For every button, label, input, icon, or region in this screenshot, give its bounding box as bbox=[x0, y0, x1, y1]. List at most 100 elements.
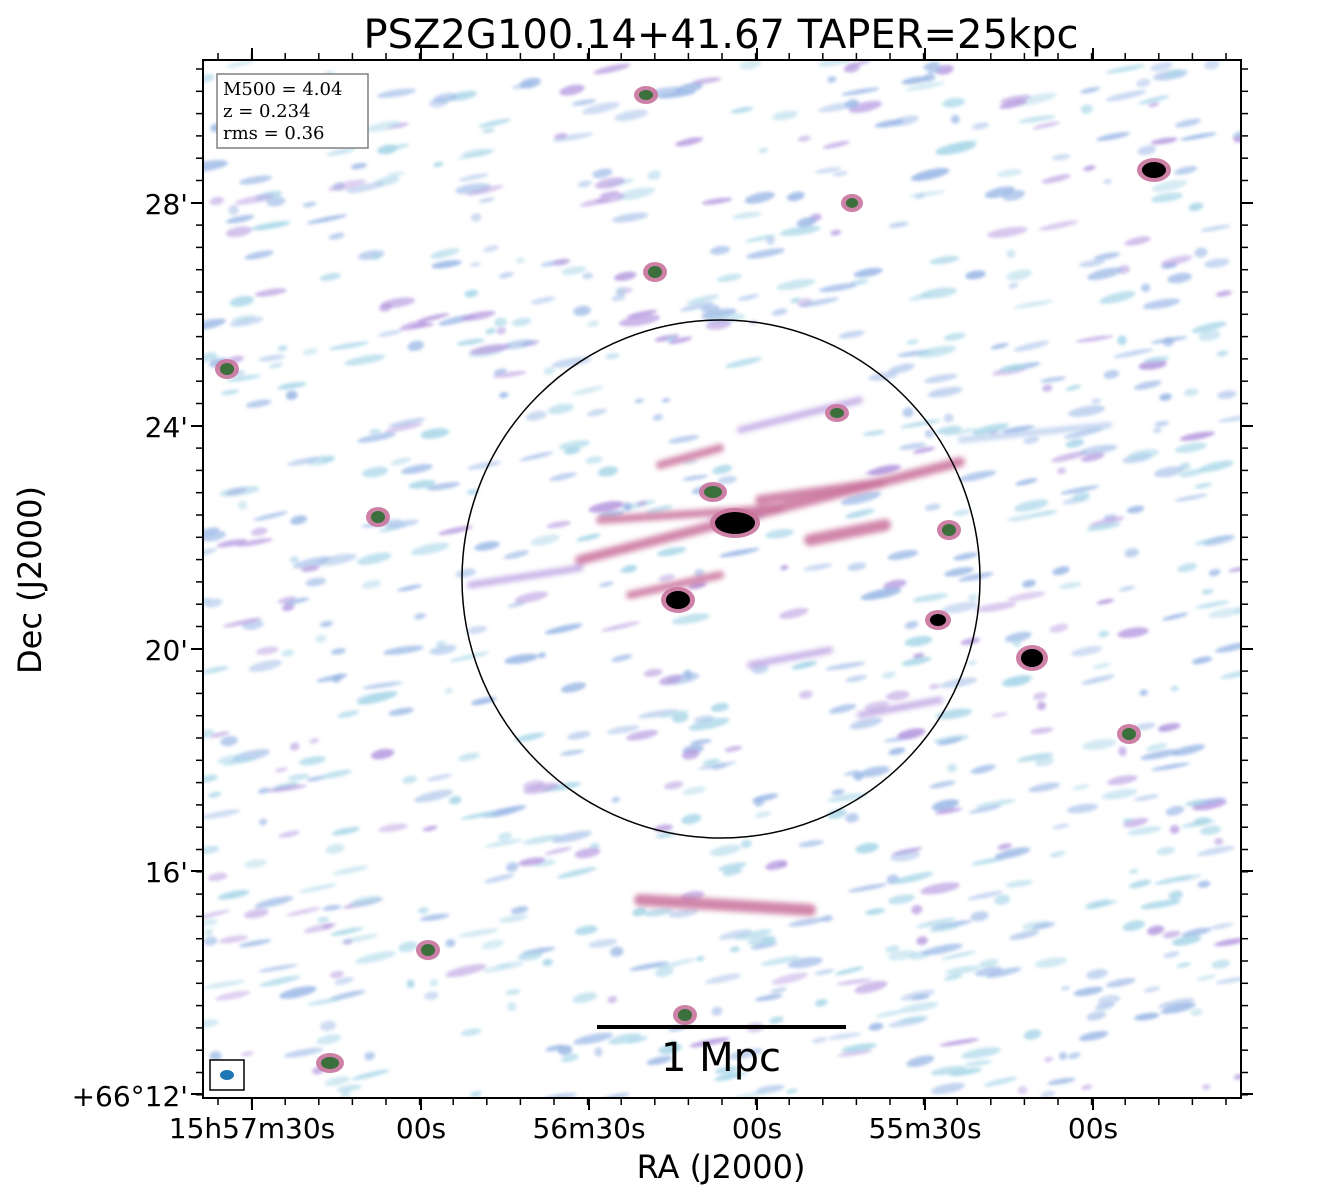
noise-streak bbox=[241, 1051, 254, 1057]
source-core bbox=[371, 511, 385, 523]
noise-streak bbox=[586, 408, 607, 417]
noise-streak bbox=[888, 363, 915, 374]
source-core bbox=[1142, 162, 1166, 178]
noise-streak bbox=[574, 847, 601, 859]
noise-streak bbox=[357, 432, 396, 443]
noise-streak bbox=[845, 60, 871, 68]
noise-streak bbox=[516, 257, 525, 264]
noise-streak bbox=[1159, 393, 1172, 401]
noise-streak bbox=[429, 978, 439, 987]
noise-streak bbox=[864, 908, 886, 915]
noise-streak bbox=[710, 703, 729, 712]
noise-streak bbox=[899, 1015, 929, 1023]
noise-streak bbox=[1151, 179, 1188, 192]
noise-streak bbox=[482, 128, 495, 133]
noise-streak bbox=[1184, 799, 1206, 807]
noise-streak bbox=[1233, 1073, 1241, 1080]
noise-streak bbox=[968, 805, 1002, 814]
noise-streak bbox=[817, 60, 858, 67]
noise-streak bbox=[1180, 819, 1216, 828]
noise-streak bbox=[730, 946, 740, 953]
noise-streak bbox=[900, 989, 935, 1001]
noise-streak bbox=[1143, 356, 1170, 363]
noise-streak bbox=[1211, 959, 1230, 969]
noise-streak bbox=[744, 191, 775, 204]
noise-streak bbox=[737, 294, 760, 301]
noise-streak bbox=[787, 957, 823, 969]
noise-streak bbox=[208, 791, 222, 798]
noise-streak bbox=[380, 297, 416, 308]
noise-streak bbox=[909, 190, 946, 198]
noise-streak bbox=[1220, 669, 1241, 679]
noise-streak bbox=[543, 367, 555, 375]
noise-streak bbox=[226, 374, 261, 382]
noise-streak bbox=[607, 995, 618, 1004]
noise-streak bbox=[656, 958, 696, 970]
noise-streak bbox=[306, 214, 348, 224]
noise-streak bbox=[1058, 581, 1082, 590]
noise-streak bbox=[1013, 299, 1055, 309]
noise-streak bbox=[906, 339, 919, 345]
noise-streak bbox=[445, 964, 487, 978]
noise-streak bbox=[845, 812, 859, 823]
noise-streak bbox=[1176, 962, 1191, 968]
noise-streak bbox=[689, 1037, 730, 1048]
noise-streak bbox=[1174, 493, 1209, 502]
y-tick-label: 28' bbox=[145, 188, 188, 221]
noise-streak bbox=[659, 710, 690, 719]
noise-streak bbox=[881, 671, 896, 679]
noise-streak bbox=[571, 99, 597, 106]
noise-streak bbox=[284, 597, 310, 605]
noise-streak bbox=[636, 500, 648, 506]
noise-streak bbox=[1083, 165, 1096, 171]
noise-streak bbox=[257, 787, 271, 794]
x-tick-label: 00s bbox=[396, 1112, 446, 1145]
noise-streak bbox=[1080, 87, 1101, 94]
source-core bbox=[220, 363, 234, 375]
noise-streak bbox=[254, 896, 294, 909]
noise-streak bbox=[1101, 788, 1138, 800]
source-core bbox=[930, 614, 946, 626]
noise-streak bbox=[1188, 202, 1204, 212]
noise-streak bbox=[350, 895, 383, 907]
noise-streak bbox=[1127, 448, 1159, 461]
noise-streak bbox=[947, 763, 957, 773]
noise-streak bbox=[464, 289, 479, 298]
noise-streak bbox=[588, 501, 625, 513]
noise-streak bbox=[496, 327, 507, 335]
noise-streak bbox=[613, 271, 637, 281]
noise-streak bbox=[1014, 499, 1049, 512]
noise-streak bbox=[1177, 563, 1197, 573]
noise-streak bbox=[668, 1040, 678, 1051]
noise-streak bbox=[935, 708, 973, 720]
noise-streak bbox=[681, 749, 700, 760]
noise-streak bbox=[1093, 663, 1111, 669]
noise-streak bbox=[1023, 436, 1040, 445]
noise-streak bbox=[854, 980, 888, 994]
emission-streak bbox=[656, 444, 724, 469]
info-box bbox=[216, 73, 369, 149]
noise-streak bbox=[822, 141, 850, 149]
noise-streak bbox=[967, 660, 978, 665]
noise-streak bbox=[328, 232, 345, 240]
noise-streak bbox=[888, 747, 906, 756]
noise-streak bbox=[1202, 1084, 1211, 1091]
noise-streak bbox=[469, 343, 511, 355]
noise-streak bbox=[560, 749, 585, 756]
noise-streak bbox=[1002, 189, 1026, 201]
noise-streak bbox=[658, 674, 683, 686]
noise-streak bbox=[835, 966, 865, 976]
noise-streak bbox=[916, 917, 956, 928]
noise-streak bbox=[1105, 90, 1147, 102]
noise-streak bbox=[377, 144, 398, 155]
noise-streak bbox=[841, 1043, 877, 1053]
noise-streak bbox=[220, 736, 238, 747]
noise-streak bbox=[779, 225, 821, 236]
noise-streak bbox=[1197, 880, 1211, 888]
noise-streak bbox=[617, 187, 656, 201]
noise-streak bbox=[885, 690, 910, 701]
noise-streak bbox=[827, 1032, 862, 1040]
noise-streak bbox=[1080, 104, 1093, 114]
noise-streak bbox=[1113, 348, 1154, 358]
noise-streak bbox=[1065, 385, 1082, 391]
